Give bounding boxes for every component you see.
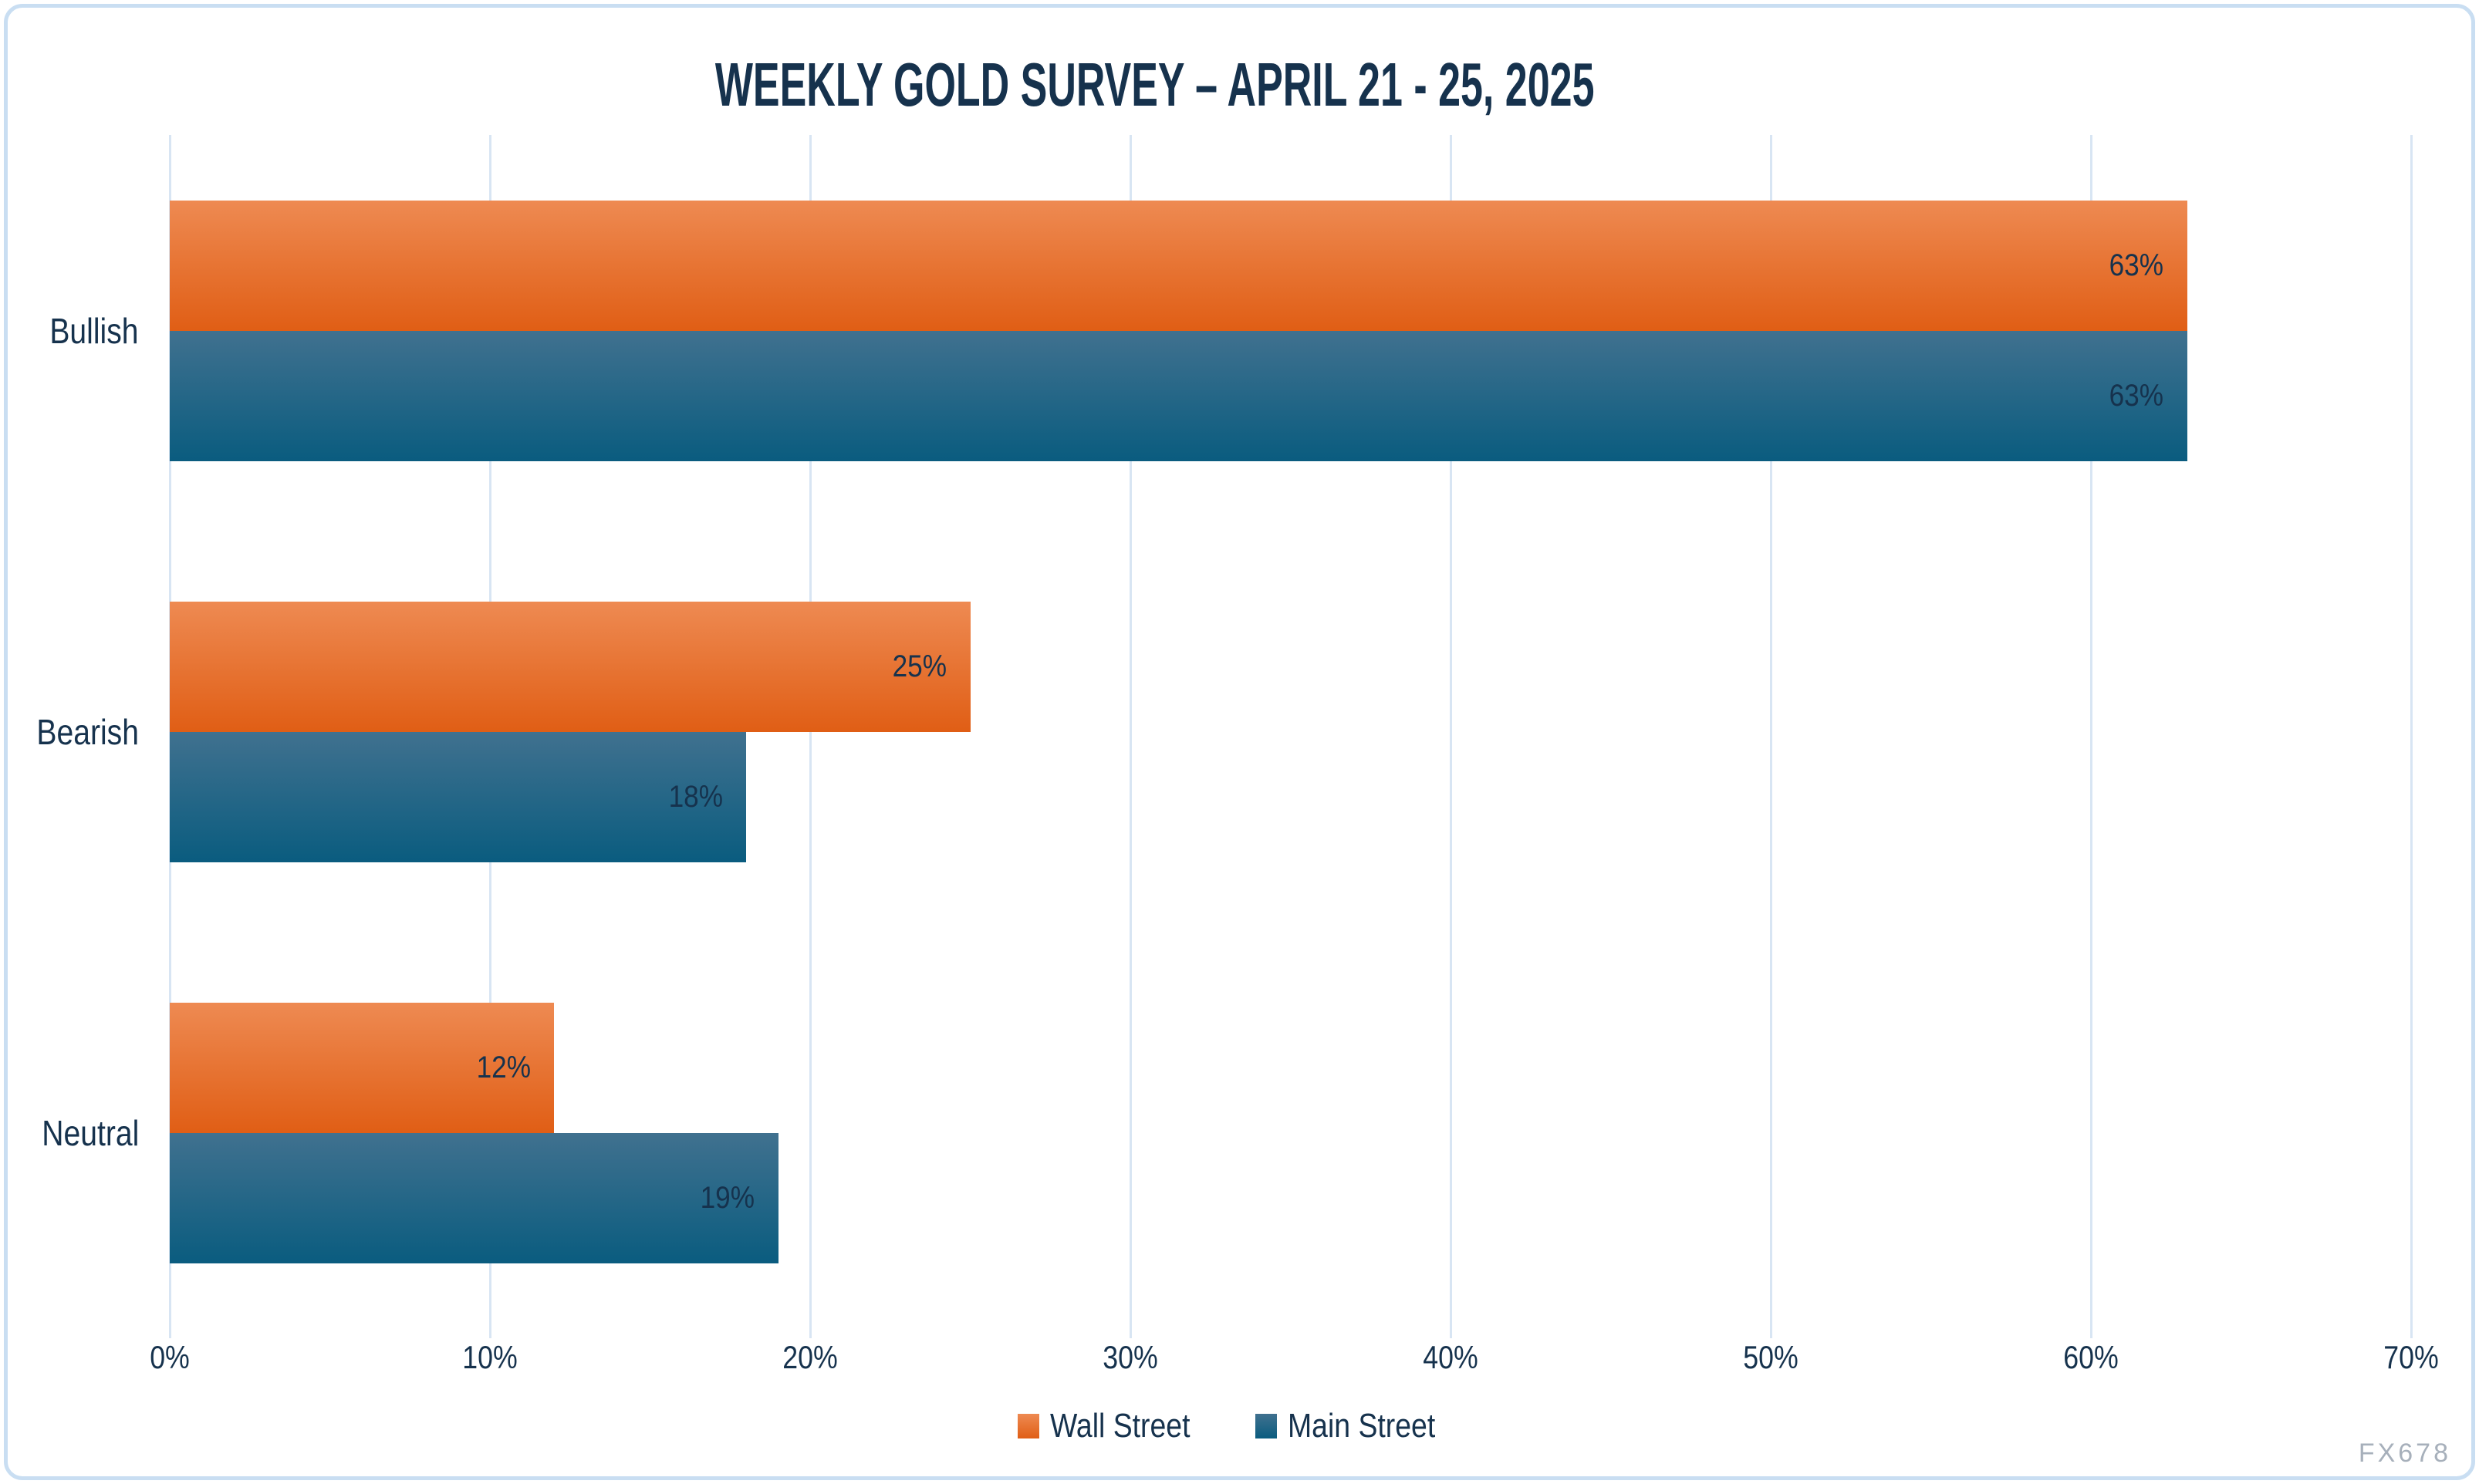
category-label-bullish: Bullish [34, 310, 139, 352]
x-axis-tick-label-20: 20% [778, 1339, 843, 1376]
bar-wall-street-bearish: 25% [170, 602, 971, 732]
label-text: 40% [1423, 1339, 1478, 1375]
bar-wall-street-neutral: 12% [170, 1003, 554, 1133]
chart-frame [4, 4, 2475, 1480]
label-text: 50% [1743, 1339, 1798, 1375]
x-axis-tick-label-30: 30% [1098, 1339, 1163, 1376]
legend-item-main-street: Main Street [1255, 1407, 1461, 1445]
label-text: 20% [782, 1339, 838, 1375]
bar-pair-bullish: 63% 63% [170, 201, 2411, 461]
label-text: Wall Street [1050, 1407, 1191, 1445]
category-label-neutral: Neutral [25, 1112, 139, 1154]
bar-wall-street-bullish: 63% [170, 201, 2187, 331]
legend-label-wall-street: Wall Street [1050, 1407, 1215, 1445]
gridline-50 [1769, 135, 1772, 1338]
plot-area: Bullish 63% 63% Bearish 25% 18% Neutral 12% 19% [36, 135, 2413, 1338]
legend-swatch-wall-street [1018, 1414, 1040, 1438]
x-axis: 0% 10% 20% 30% 40% 50% 60% 70% [150, 1339, 2439, 1385]
label-text: 60% [2063, 1339, 2119, 1375]
label-text: 19% [701, 1181, 755, 1215]
x-axis-tick-label-50: 50% [1738, 1339, 1803, 1376]
chart-title-text: WEEKLY GOLD SURVEY – APRIL 21 - 25, 2025 [714, 50, 1595, 119]
bar-main-street-neutral: 19% [170, 1133, 778, 1263]
bar-group-bearish: Bearish 25% 18% [36, 536, 2411, 937]
legend-label-main-street: Main Street [1288, 1407, 1461, 1445]
x-axis-tick-label-0: 0% [147, 1339, 194, 1376]
label-text: 12% [476, 1051, 531, 1084]
chart-title: WEEKLY GOLD SURVEY – APRIL 21 - 25, 2025 [0, 49, 2309, 120]
legend-swatch-main-street [1255, 1414, 1277, 1438]
category-label-bearish: Bearish [19, 711, 139, 753]
label-text: 25% [893, 649, 947, 683]
gridline-60 [2089, 135, 2092, 1338]
bar-value-label: 25% [885, 602, 947, 732]
label-text: 18% [668, 780, 723, 814]
bar-pair-neutral: 12% 19% [170, 1003, 2411, 1263]
bar-value-label: 12% [469, 1003, 531, 1133]
bar-value-label: 63% [2102, 201, 2163, 331]
x-axis-tick-label-40: 40% [1418, 1339, 1483, 1376]
bar-value-label: 19% [693, 1133, 755, 1263]
watermark: FX678 [2358, 1438, 2451, 1468]
label-text: 70% [2383, 1339, 2439, 1375]
label-text: Bearish [36, 712, 139, 752]
label-text: 0% [150, 1339, 190, 1375]
label-text: Main Street [1287, 1407, 1436, 1445]
bar-group-bullish: Bullish 63% 63% [50, 135, 2411, 536]
legend: Wall Street Main Street [0, 1407, 2479, 1445]
bar-main-street-bullish: 63% [170, 331, 2187, 461]
bar-pair-bearish: 25% 18% [170, 602, 2411, 862]
x-axis-tick-label-60: 60% [2059, 1339, 2123, 1376]
label-text: 63% [2109, 379, 2164, 413]
label-text: Bullish [49, 311, 139, 351]
x-axis-tick-label-70: 70% [2379, 1339, 2444, 1376]
bar-value-label: 63% [2102, 331, 2163, 461]
label-text: 10% [462, 1339, 518, 1375]
gridline-20 [809, 135, 812, 1338]
gridline-40 [1449, 135, 1452, 1338]
bar-group-neutral: Neutral 12% 19% [42, 937, 2411, 1338]
gridline-30 [1129, 135, 1132, 1338]
label-text: Neutral [41, 1113, 139, 1153]
label-text: 30% [1103, 1339, 1158, 1375]
gridline-70 [2410, 135, 2413, 1338]
x-axis-tick-label-10: 10% [458, 1339, 522, 1376]
label-text: 63% [2109, 248, 2164, 282]
legend-item-wall-street: Wall Street [1018, 1407, 1215, 1445]
bar-main-street-bearish: 18% [170, 732, 746, 862]
bar-value-label: 18% [661, 732, 723, 862]
